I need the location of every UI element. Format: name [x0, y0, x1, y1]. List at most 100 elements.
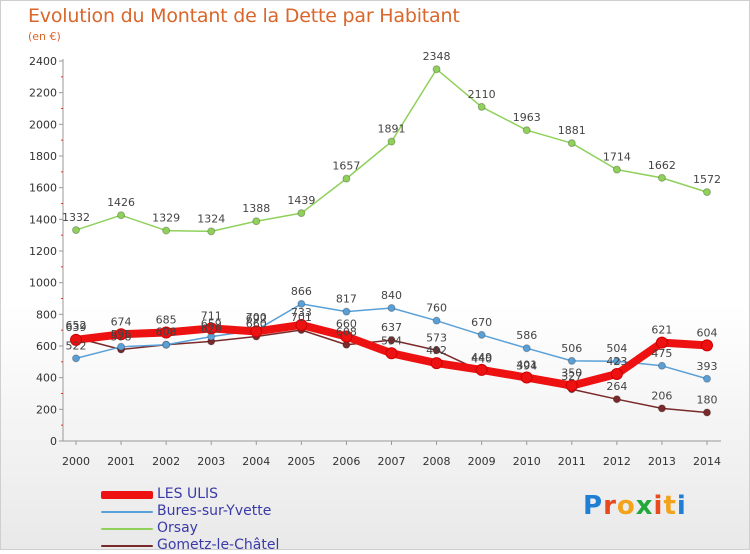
data-label-3: 637 — [381, 321, 402, 334]
data-label-1: 506 — [561, 342, 582, 355]
data-point-0 — [701, 339, 713, 352]
x-tick-label: 2010 — [513, 455, 541, 468]
x-tick-label: 2009 — [468, 455, 496, 468]
data-label-1: 700 — [246, 311, 267, 324]
data-point-2 — [162, 226, 171, 235]
data-label-0: 674 — [111, 315, 132, 328]
data-label-1: 595 — [111, 328, 132, 341]
y-tick-label: 1800 — [29, 150, 57, 163]
data-label-2: 1891 — [378, 123, 406, 136]
data-point-1 — [342, 307, 351, 316]
legend-swatch-les-ulis — [101, 491, 153, 499]
x-tick-label: 2013 — [648, 455, 676, 468]
data-point-0 — [340, 330, 353, 343]
data-point-1 — [387, 304, 396, 312]
legend-label-les-ulis: LES ULIS — [157, 486, 219, 502]
data-point-2 — [567, 139, 576, 148]
data-label-3: 573 — [426, 331, 447, 344]
data-label-3: 652 — [66, 319, 87, 332]
data-label-0: 711 — [201, 309, 222, 322]
data-label-2: 1714 — [603, 151, 631, 164]
data-label-2: 1963 — [513, 111, 541, 124]
data-point-3 — [657, 404, 666, 413]
y-tick-label: 1000 — [29, 277, 57, 290]
x-tick-label: 2002 — [152, 455, 180, 468]
data-label-0: 692 — [246, 312, 267, 325]
data-point-1 — [567, 356, 576, 365]
x-tick-label: 2001 — [107, 455, 135, 468]
y-tick-label: 1200 — [29, 245, 57, 258]
data-point-1 — [703, 374, 711, 383]
data-point-3 — [612, 395, 621, 404]
data-label-3: 206 — [651, 389, 672, 402]
data-label-3: 440 — [471, 352, 492, 365]
data-point-2 — [703, 188, 711, 197]
legend-swatch-orsay — [101, 528, 153, 530]
data-point-3 — [387, 336, 396, 345]
data-point-0 — [70, 333, 82, 346]
data-point-3 — [432, 346, 441, 355]
x-tick-label: 2000 — [62, 455, 90, 468]
data-label-1: 817 — [336, 293, 357, 306]
data-label-3: 629 — [201, 322, 222, 335]
data-point-2 — [117, 211, 126, 220]
data-label-2: 2348 — [423, 50, 451, 63]
data-point-1 — [477, 330, 486, 339]
data-point-0 — [475, 363, 488, 376]
data-point-0 — [160, 326, 173, 339]
data-point-3 — [703, 408, 711, 417]
y-tick-label: 600 — [36, 340, 57, 353]
data-label-2: 1881 — [558, 124, 586, 137]
y-tick-label: 0 — [50, 435, 57, 448]
logo-letter: i — [653, 491, 664, 521]
data-label-0: 401 — [516, 359, 537, 372]
data-label-3: 701 — [291, 311, 312, 324]
data-point-2 — [387, 137, 396, 146]
x-tick-label: 2003 — [197, 455, 225, 468]
chart-title: Evolution du Montant de la Dette par Hab… — [28, 5, 460, 27]
logo-letter: r — [603, 491, 617, 521]
chart-unit: (en €) — [28, 30, 61, 43]
data-label-1: 504 — [606, 342, 627, 355]
x-tick-label: 2007 — [378, 455, 406, 468]
data-label-3: 180 — [697, 394, 718, 407]
data-label-3: 608 — [156, 326, 177, 339]
data-label-1: 760 — [426, 302, 447, 315]
x-tick-label: 2008 — [423, 455, 451, 468]
data-label-0: 423 — [606, 355, 627, 368]
legend-swatch-bures — [101, 511, 153, 513]
data-label-0: 733 — [291, 306, 312, 319]
data-point-2 — [207, 227, 216, 236]
data-label-0: 554 — [381, 334, 402, 347]
data-point-1 — [72, 354, 80, 363]
legend-label-orsay: Orsay — [157, 520, 198, 536]
data-label-2: 1388 — [242, 202, 270, 215]
data-point-2 — [342, 174, 351, 183]
data-point-0 — [250, 325, 263, 338]
x-tick-label: 2004 — [242, 455, 270, 468]
data-point-2 — [657, 173, 666, 182]
data-point-1 — [432, 316, 441, 325]
y-tick-label: 2400 — [29, 55, 57, 68]
data-label-1: 393 — [697, 360, 718, 373]
logo-letter: o — [616, 491, 636, 521]
data-label-1: 475 — [651, 347, 672, 360]
data-point-2 — [72, 226, 80, 235]
legend-label-bures: Bures-sur-Yvette — [157, 503, 272, 519]
data-label-2: 2110 — [468, 88, 496, 101]
data-label-2: 1329 — [152, 212, 180, 225]
data-point-2 — [297, 209, 306, 218]
data-label-2: 1439 — [287, 194, 315, 207]
data-label-3: 264 — [606, 380, 627, 393]
data-point-1 — [657, 361, 666, 370]
x-tick-label: 2006 — [332, 455, 360, 468]
data-label-3: 578 — [111, 330, 132, 343]
data-label-0: 350 — [561, 367, 582, 380]
y-tick-label: 1600 — [29, 182, 57, 195]
data-label-3: 608 — [336, 326, 357, 339]
logo-letter: t — [663, 491, 677, 521]
data-point-1 — [612, 357, 621, 366]
logo-letter: x — [635, 491, 654, 521]
